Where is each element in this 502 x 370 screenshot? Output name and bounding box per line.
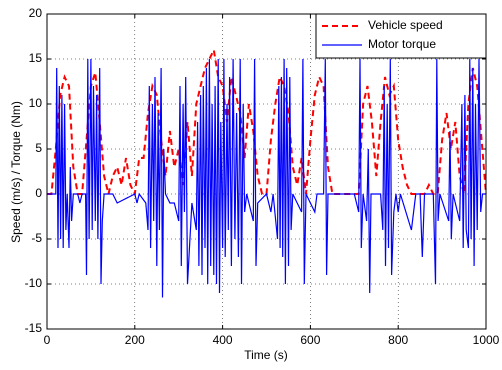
y-tick-label: 5	[35, 141, 42, 155]
plot-area	[47, 14, 486, 329]
x-axis-label: Time (s)	[244, 348, 288, 362]
legend-label: Vehicle speed	[368, 18, 443, 32]
y-tick-label: 0	[35, 186, 42, 200]
y-axis-label: Speed (m/s) / Torque (Nm)	[9, 101, 23, 243]
y-tick-label: 20	[29, 6, 43, 20]
x-tick-label: 400	[213, 333, 233, 347]
x-tick-label: 800	[388, 333, 408, 347]
legend-box	[315, 13, 487, 59]
y-tick-label: 10	[29, 96, 43, 110]
x-tick-label: 200	[125, 333, 145, 347]
y-tick-label: 15	[29, 51, 43, 65]
legend-label: Motor torque	[368, 37, 436, 51]
axes-box	[46, 13, 487, 330]
data-line	[47, 46, 487, 198]
y-tick-label: -10	[25, 276, 43, 290]
x-tick-label: 0	[44, 333, 51, 347]
y-tick-label: -15	[25, 321, 43, 335]
x-tick-label: 600	[300, 333, 320, 347]
x-tick-label: 1000	[473, 333, 500, 347]
data-line	[47, 58, 486, 298]
y-tick-label: -5	[31, 231, 42, 245]
